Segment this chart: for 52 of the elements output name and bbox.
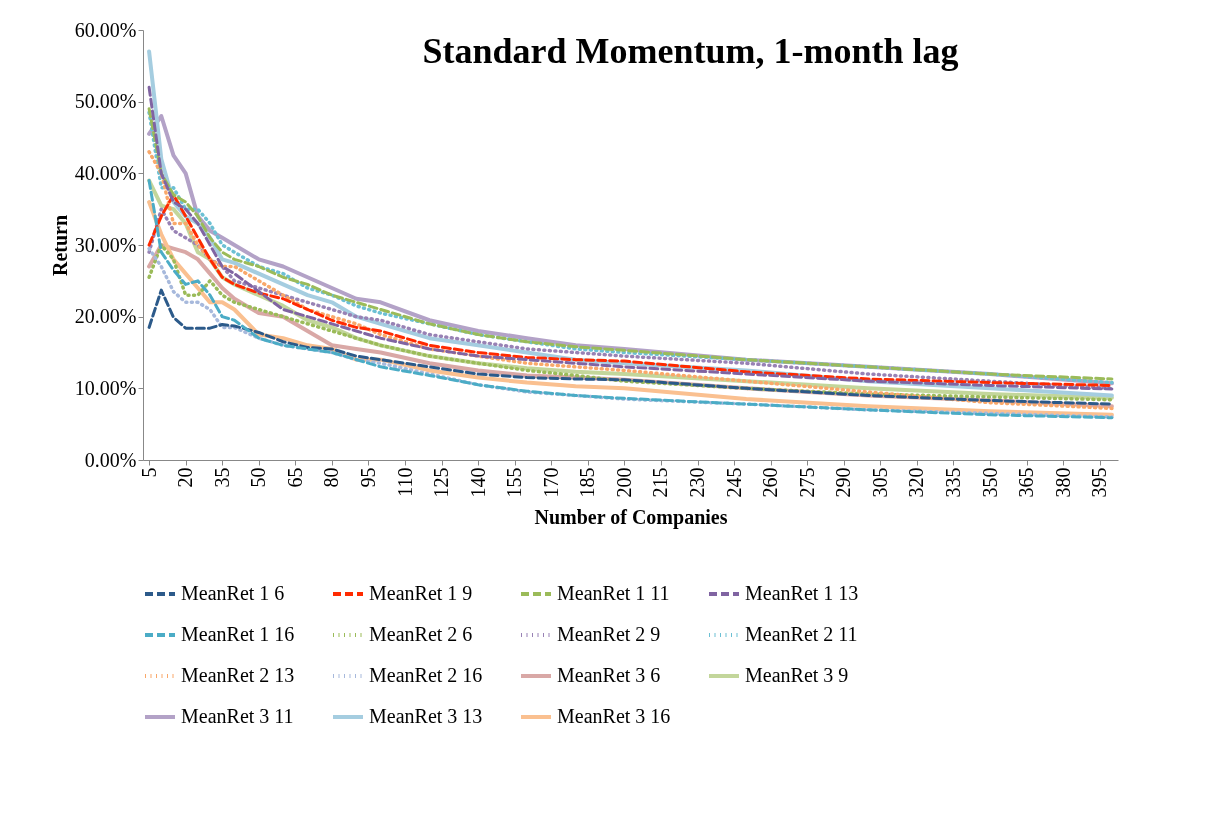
x-tick-label: 350 (978, 467, 1001, 498)
x-tick-label: 170 (539, 467, 562, 498)
y-tick-label: 60.00% (74, 18, 137, 41)
legend-label: MeanRet 3 6 (557, 664, 661, 686)
y-tick-label: 40.00% (74, 161, 137, 184)
x-tick-label: 35 (210, 467, 233, 488)
x-tick-label: 245 (722, 467, 745, 498)
x-tick-label: 290 (832, 467, 855, 498)
legend-label: MeanRet 1 11 (557, 582, 670, 604)
legend-label: MeanRet 3 11 (181, 705, 294, 727)
x-tick-label: 215 (649, 467, 672, 498)
legend-label: MeanRet 1 13 (745, 582, 859, 604)
x-tick-label: 140 (466, 467, 489, 498)
x-axis-title: Number of Companies (534, 505, 728, 529)
legend-label: MeanRet 1 6 (181, 582, 285, 604)
x-tick-label: 50 (247, 467, 270, 488)
x-tick-label: 185 (576, 467, 599, 498)
y-tick-label: 30.00% (74, 233, 137, 256)
x-tick-label: 80 (320, 467, 343, 488)
x-tick-label: 20 (174, 467, 197, 488)
x-tick-label: 275 (795, 467, 818, 498)
x-tick-label: 230 (686, 467, 709, 498)
y-axis-title: Return (48, 214, 71, 277)
x-tick-label: 65 (283, 467, 306, 488)
x-tick-label: 320 (905, 467, 928, 498)
y-tick-label: 20.00% (74, 305, 137, 328)
legend-label: MeanRet 2 9 (557, 623, 661, 645)
legend-label: MeanRet 2 6 (369, 623, 473, 645)
x-tick-label: 335 (941, 467, 964, 498)
legend-label: MeanRet 1 16 (181, 623, 295, 645)
legend-label: MeanRet 2 13 (181, 664, 295, 686)
y-tick-label: 0.00% (84, 448, 137, 471)
legend-label: MeanRet 2 16 (369, 664, 483, 686)
x-tick-label: 365 (1015, 467, 1038, 498)
x-tick-label: 380 (1051, 467, 1074, 498)
x-tick-label: 125 (430, 467, 453, 498)
x-tick-label: 395 (1088, 467, 1111, 498)
legend-label: MeanRet 1 9 (369, 582, 473, 604)
x-tick-label: 5 (137, 467, 160, 478)
chart-title: Standard Momentum, 1-month lag (422, 31, 959, 71)
y-tick-label: 10.00% (74, 376, 137, 399)
x-tick-label: 305 (868, 467, 891, 498)
x-tick-label: 110 (393, 467, 416, 497)
x-tick-label: 260 (759, 467, 782, 498)
legend-label: MeanRet 2 11 (745, 623, 858, 645)
legend-label: MeanRet 3 9 (745, 664, 849, 686)
x-tick-label: 200 (612, 467, 635, 498)
x-tick-label: 95 (356, 467, 379, 488)
x-tick-label: 155 (503, 467, 526, 498)
legend-label: MeanRet 3 13 (369, 705, 483, 727)
y-tick-label: 50.00% (74, 90, 137, 113)
legend-label: MeanRet 3 16 (557, 705, 671, 727)
